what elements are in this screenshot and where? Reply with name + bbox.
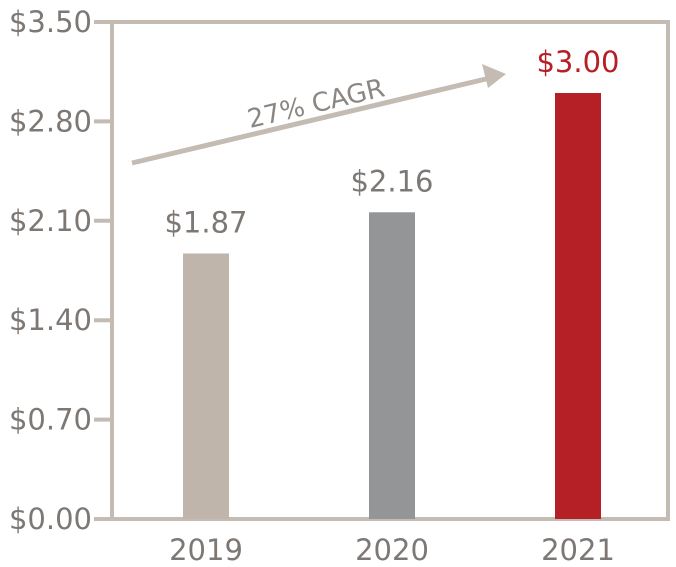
cagr-label: 27% CAGR xyxy=(245,73,388,135)
x-tick-label: 2021 xyxy=(541,533,615,567)
y-tick-label: $0.70 xyxy=(9,403,92,437)
y-tick-label: $2.80 xyxy=(9,104,92,138)
x-tick-label: 2019 xyxy=(169,533,243,567)
y-tick-label: $1.40 xyxy=(9,303,92,337)
data-label-2020: $2.16 xyxy=(350,164,433,198)
y-tick-label: $0.00 xyxy=(9,502,92,536)
bar-2020 xyxy=(369,212,415,519)
bar-2019 xyxy=(183,253,229,519)
data-label-2021: $3.00 xyxy=(536,45,619,79)
bars xyxy=(183,93,601,519)
x-axis-ticks: 2019 2020 2021 xyxy=(169,533,615,567)
y-tick-label: $3.50 xyxy=(9,5,92,39)
data-label-2019: $1.87 xyxy=(164,205,247,239)
y-axis-ticks: $0.00 $0.70 $1.40 $2.10 $2.80 $3.50 xyxy=(9,5,112,536)
cagr-annotation: 27% CAGR xyxy=(131,64,506,166)
cagr-arrow-head xyxy=(482,64,506,88)
y-tick-label: $2.10 xyxy=(9,204,92,238)
cagr-arrow-line xyxy=(131,75,491,166)
bar-2021 xyxy=(555,93,601,519)
x-tick-label: 2020 xyxy=(355,533,429,567)
data-labels: $1.87 $2.16 $3.00 xyxy=(164,45,619,239)
